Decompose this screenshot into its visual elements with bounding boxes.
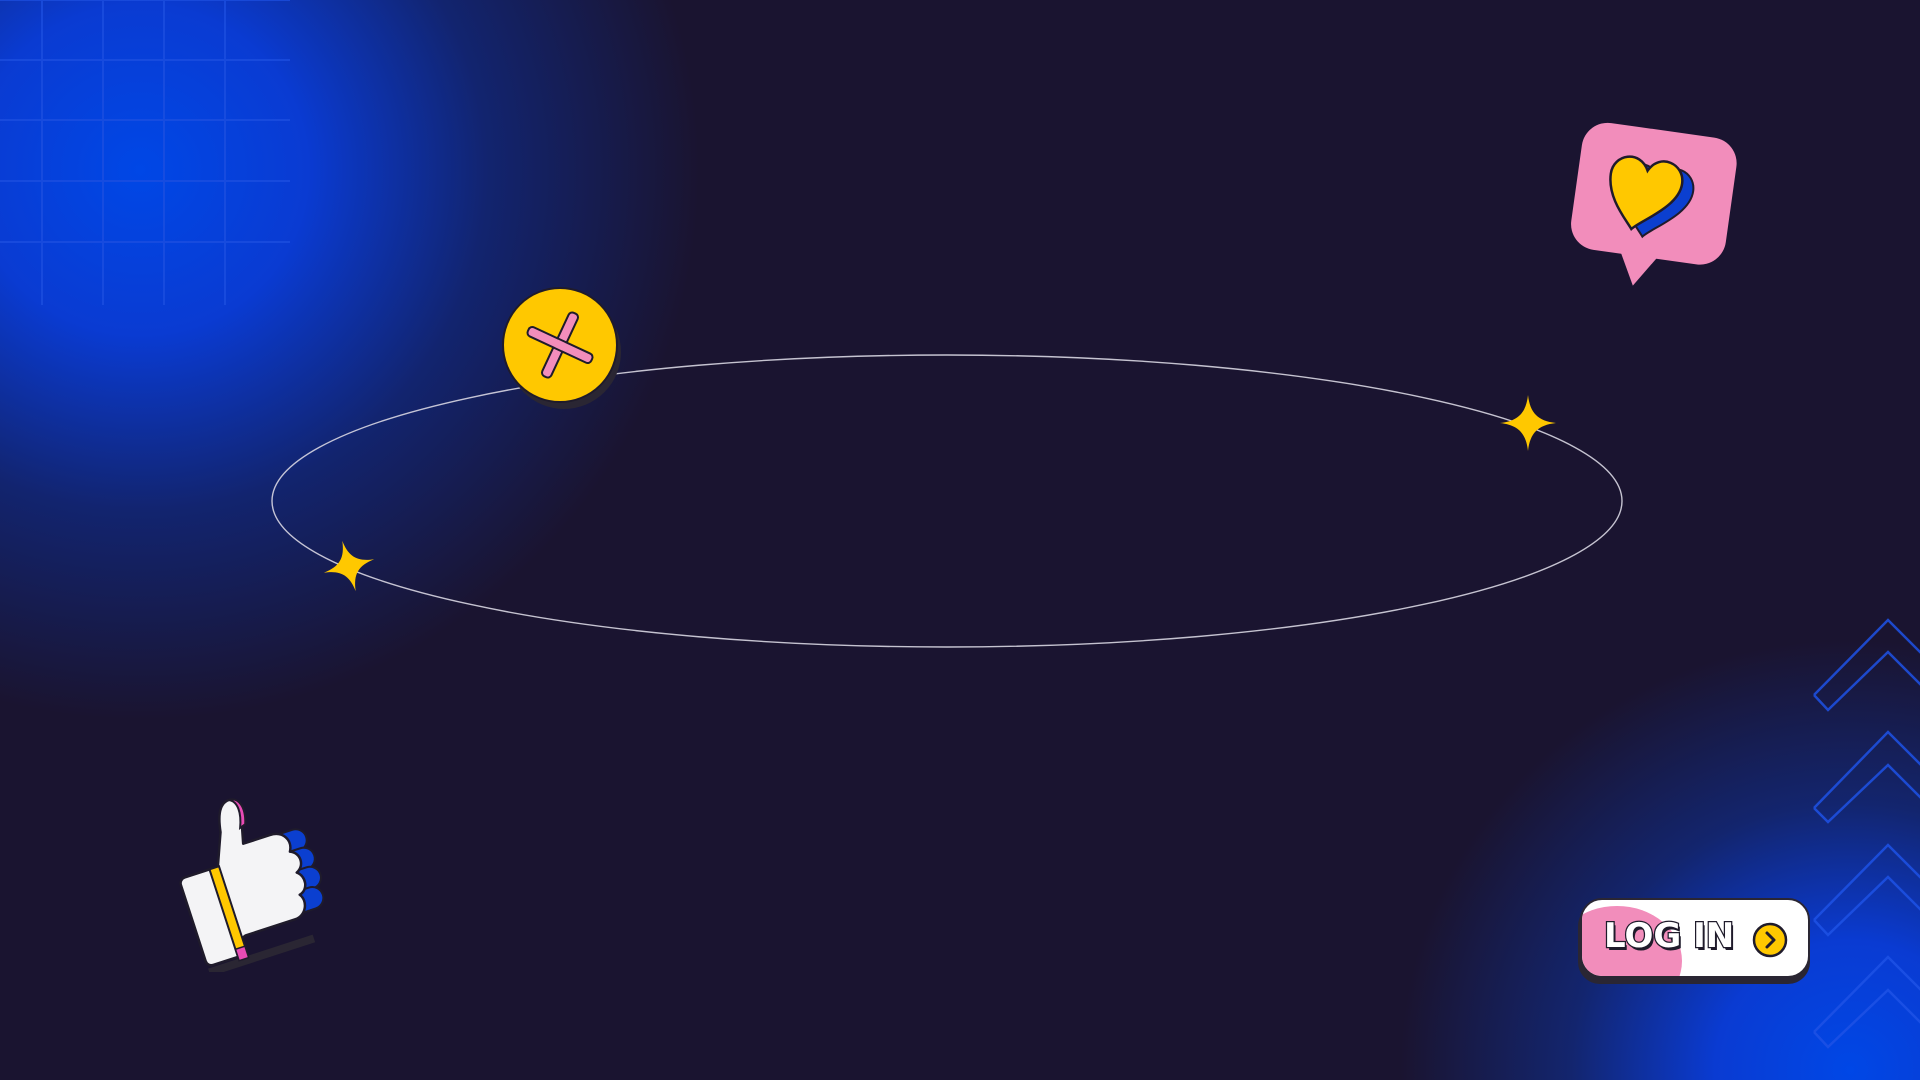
grid-pattern xyxy=(0,0,290,305)
chevron-right-icon xyxy=(1752,922,1788,958)
chevron-stack xyxy=(1813,618,1920,1049)
thumbs-up-icon xyxy=(179,798,325,972)
login-label: LOG IN xyxy=(1603,915,1736,958)
login-button[interactable]: LOG IN xyxy=(1578,898,1812,986)
login-button-face[interactable]: LOG IN xyxy=(1580,898,1810,978)
sparkle-icon xyxy=(1500,395,1556,451)
sparkle-icon xyxy=(323,540,375,592)
heart-icon xyxy=(1571,122,1737,286)
close-icon[interactable] xyxy=(502,286,624,412)
